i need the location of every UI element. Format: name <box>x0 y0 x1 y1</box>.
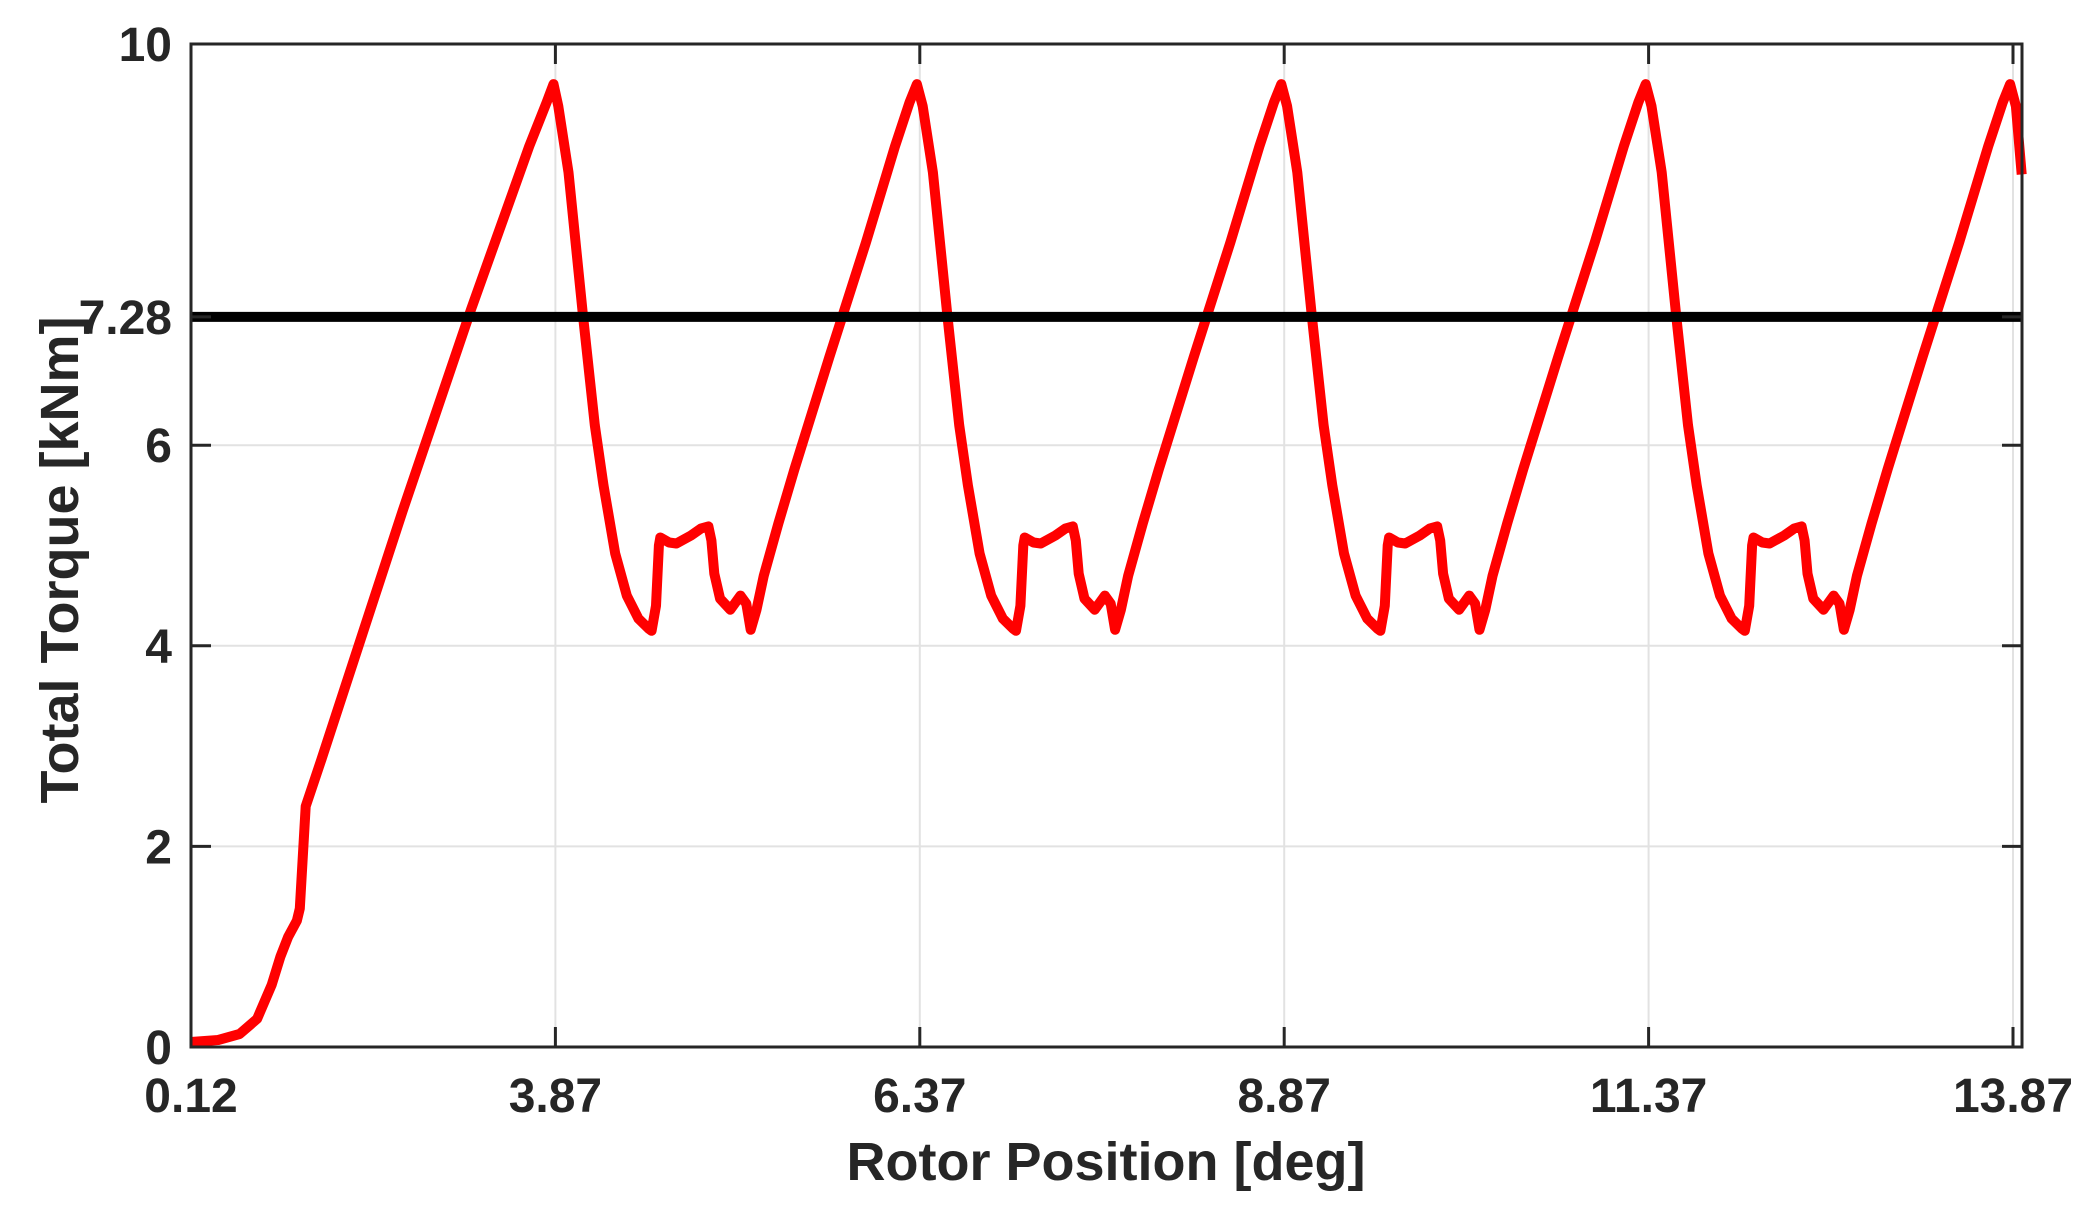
y-axis-label: Total Torque [kNm] <box>30 317 90 804</box>
x-axis-label: Rotor Position [deg] <box>847 1132 1366 1192</box>
axes-box-and-ticks <box>189 42 2024 1049</box>
tick-labels: 0.12 3.87 6.37 8.87 11.37 13.87 0 2 4 6 7.28 10 <box>79 19 2073 1123</box>
x-tick-label: 3.87 <box>509 1070 602 1123</box>
y-tick-label: 6 <box>145 420 172 473</box>
x-tick-label: 11.37 <box>1590 1070 1707 1123</box>
axes-box <box>189 42 2024 1049</box>
y-tick-label: 2 <box>145 821 172 874</box>
y-tick-label: 10 <box>119 19 172 72</box>
x-tick-label: 8.87 <box>1237 1070 1330 1123</box>
total-torque-curve <box>190 79 2027 1047</box>
data-series <box>190 79 2027 1047</box>
y-tick-label: 4 <box>145 621 172 674</box>
x-tick-label: 6.37 <box>873 1070 966 1123</box>
x-tick-label: 0.12 <box>144 1070 237 1123</box>
y-tick-label: 0 <box>145 1022 172 1075</box>
x-tick-label: 13.87 <box>1953 1070 2073 1123</box>
y-tick-label: 7.28 <box>79 292 172 345</box>
